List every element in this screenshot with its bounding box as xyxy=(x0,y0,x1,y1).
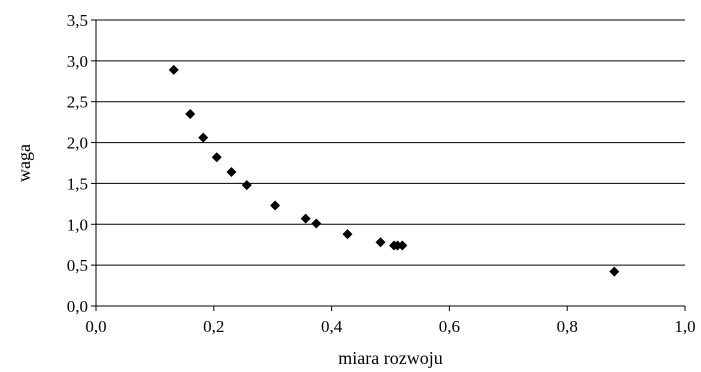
data-point xyxy=(226,166,237,177)
data-point xyxy=(241,180,252,191)
x-tick-labels: 0,0 0,2 0,4 0,6 0,8 1,0 xyxy=(85,317,695,336)
x-tick-label: 0,8 xyxy=(557,317,578,336)
y-tick-labels: 0,0 0,5 1,0 1,5 2,0 2,5 3,0 3,5 xyxy=(67,11,88,316)
y-tick-label: 2,0 xyxy=(67,134,88,153)
gridlines xyxy=(96,19,685,266)
y-tick-label: 1,5 xyxy=(67,174,88,193)
y-tick-label: 0,5 xyxy=(67,256,88,275)
data-point xyxy=(300,213,311,224)
x-tick-label: 0,0 xyxy=(85,317,106,336)
data-point xyxy=(609,266,620,277)
x-axis-label: miara rozwoju xyxy=(338,348,442,368)
axes xyxy=(91,19,686,311)
x-tick-label: 1,0 xyxy=(674,317,695,336)
y-tick-label: 1,0 xyxy=(67,215,88,234)
data-point xyxy=(211,152,222,163)
data-point xyxy=(198,132,209,143)
y-tick-label: 3,0 xyxy=(67,52,88,71)
data-point xyxy=(342,229,353,240)
data-point xyxy=(270,200,281,211)
data-points xyxy=(168,64,620,277)
data-point xyxy=(311,218,322,229)
y-tick-label: 0,0 xyxy=(67,297,88,316)
x-tick-label: 0,4 xyxy=(321,317,343,336)
x-tick-label: 0,6 xyxy=(439,317,460,336)
data-point xyxy=(375,237,386,248)
x-tick-label: 0,2 xyxy=(203,317,224,336)
y-tick-label: 3,5 xyxy=(67,11,88,30)
y-axis-label: waga xyxy=(14,144,34,182)
data-point xyxy=(168,64,179,75)
data-point xyxy=(397,240,408,251)
data-point xyxy=(185,108,196,119)
y-tick-label: 2,5 xyxy=(67,93,88,112)
